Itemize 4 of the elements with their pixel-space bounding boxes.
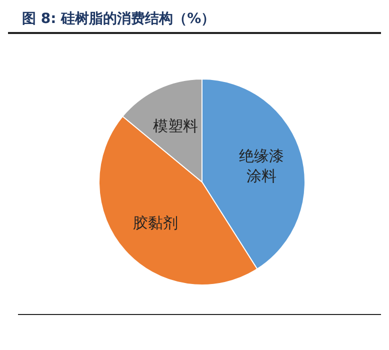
chart-title: 图 8: 硅树脂的消费结构（%） xyxy=(8,8,381,34)
slice-label: 胶黏剂 xyxy=(133,214,178,232)
slice-label: 绝缘漆涂料 xyxy=(238,146,284,185)
slice-label: 模塑料 xyxy=(153,117,198,136)
